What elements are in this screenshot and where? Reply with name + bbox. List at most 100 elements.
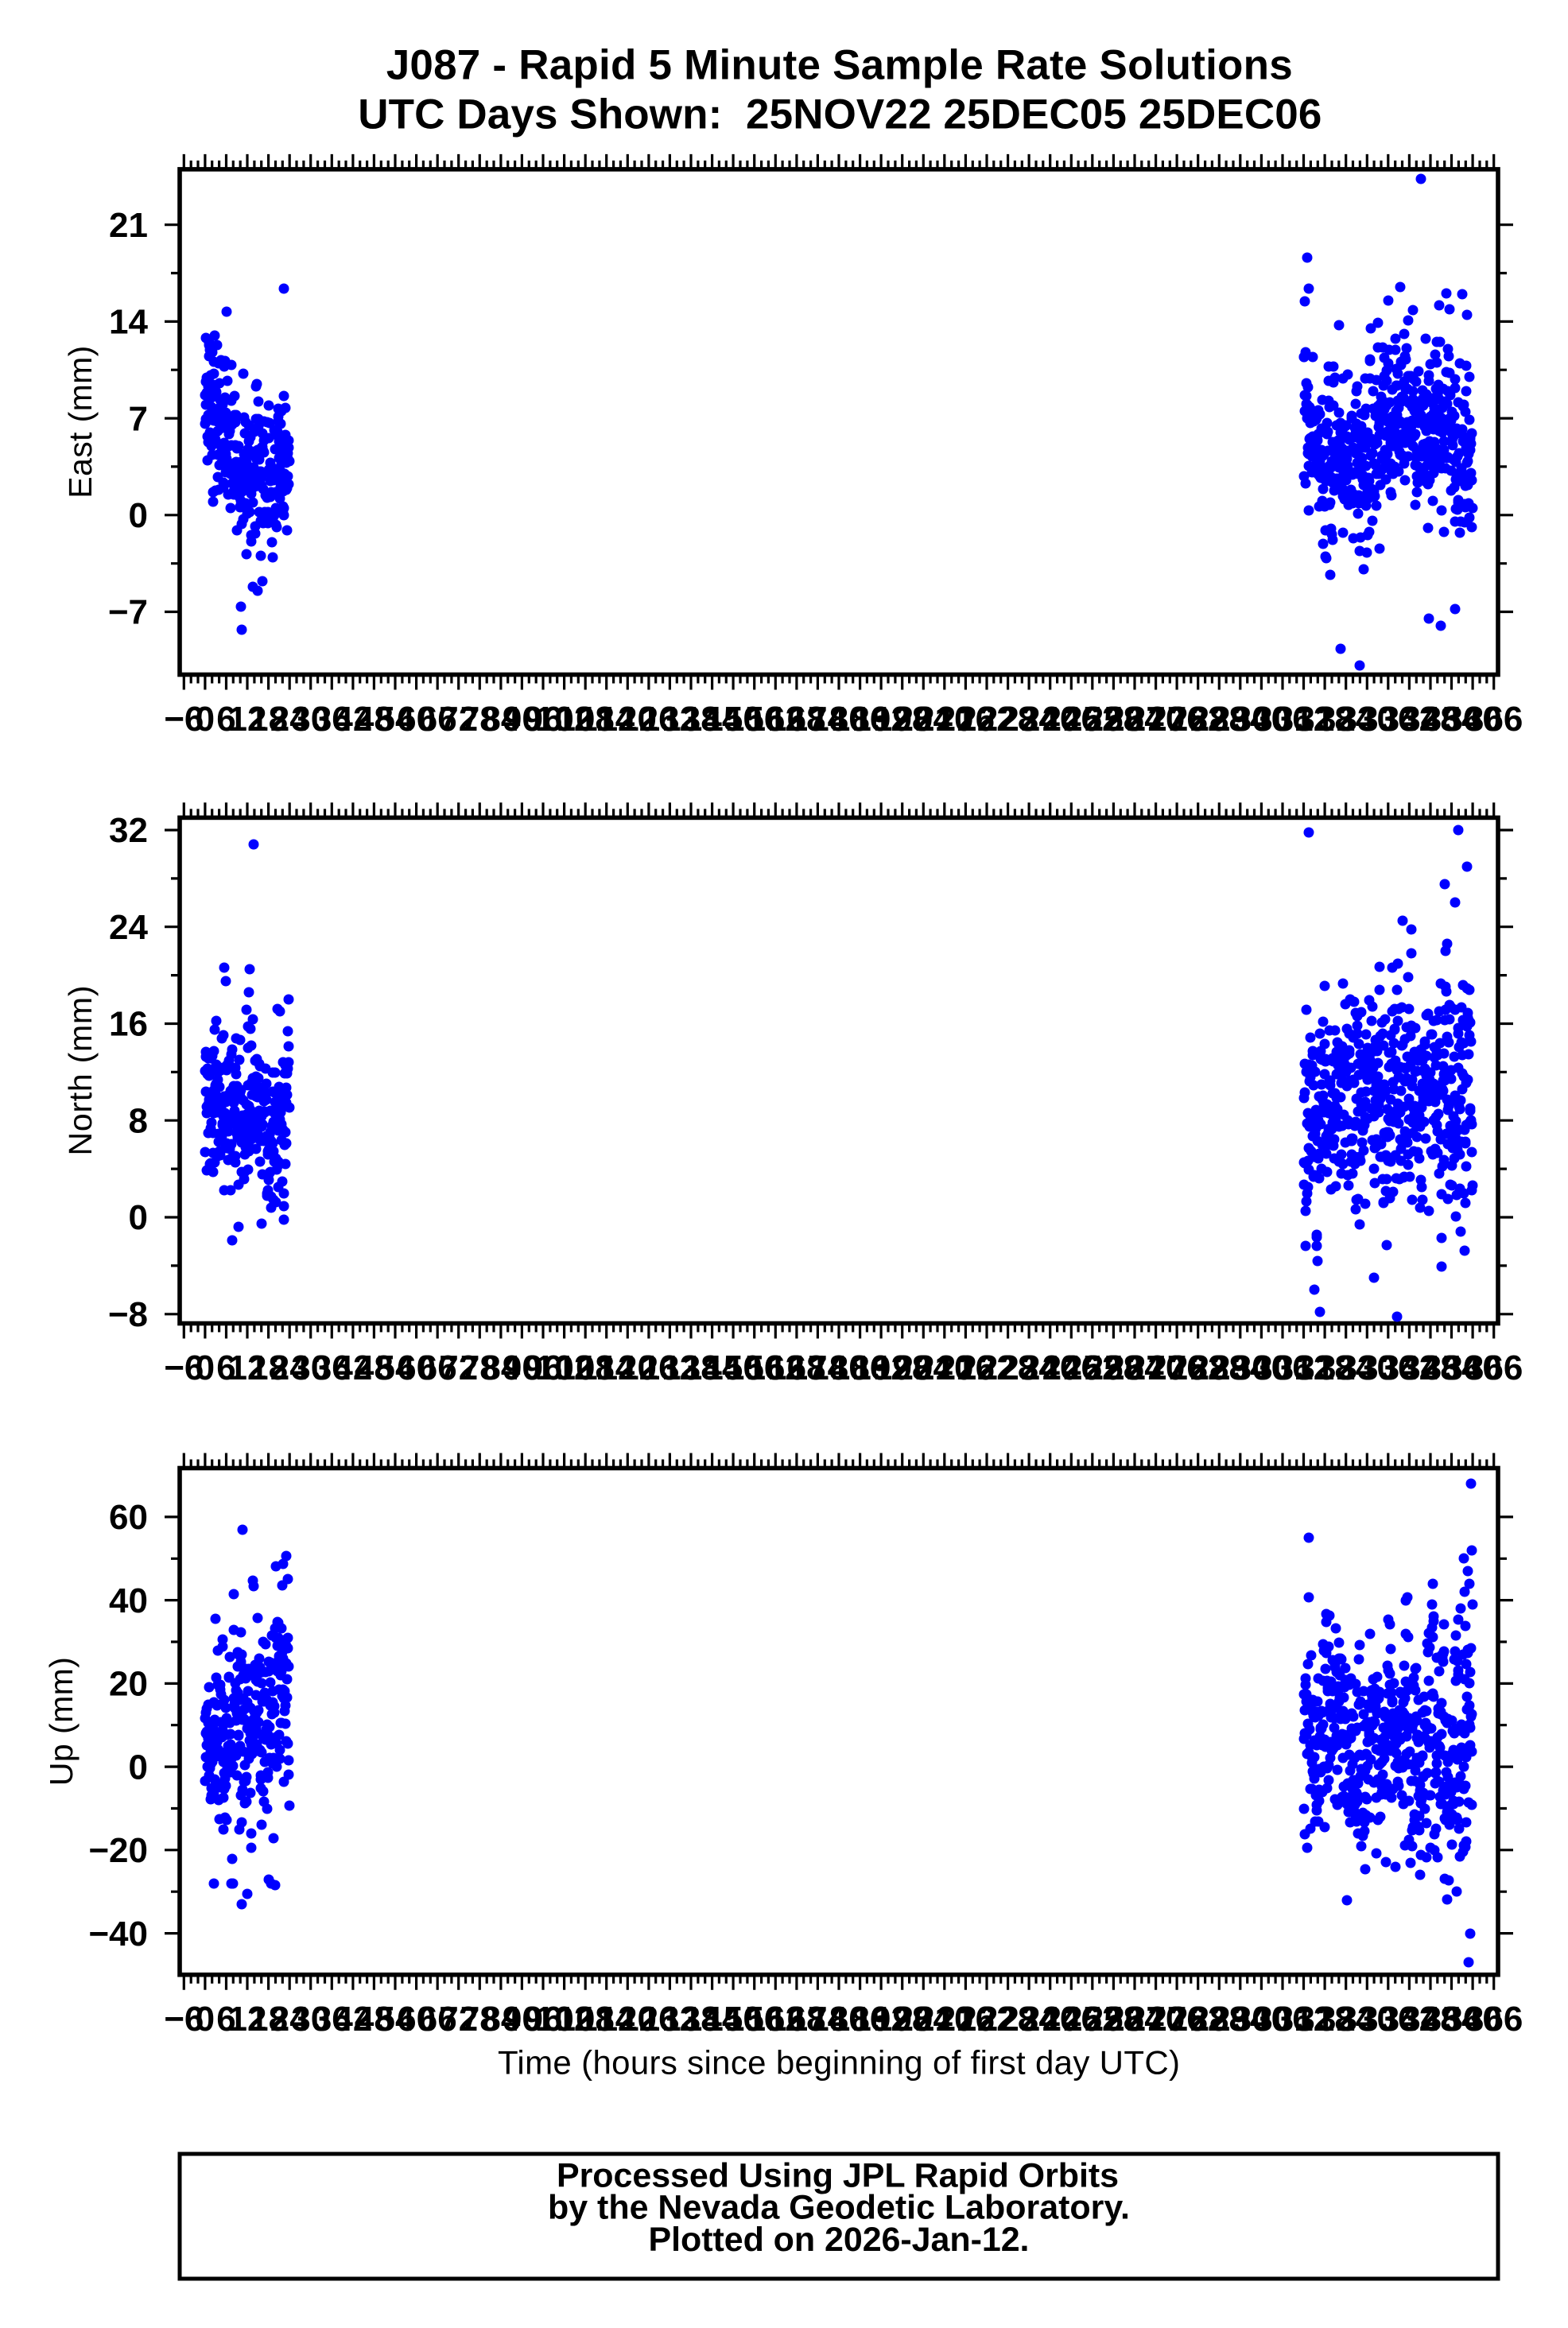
svg-text:20: 20	[109, 1665, 148, 1704]
svg-text:300: 300	[1232, 2000, 1290, 2039]
svg-text:6: 6	[216, 700, 235, 739]
svg-text:258: 258	[1085, 2000, 1143, 2039]
svg-text:Time (hours since beginning of: Time (hours since beginning of first day…	[498, 2044, 1180, 2082]
svg-text:150: 150	[704, 1348, 762, 1387]
svg-text:0: 0	[129, 1198, 148, 1237]
svg-text:360: 360	[1443, 1348, 1501, 1387]
svg-text:90: 90	[503, 1348, 541, 1387]
svg-text:0: 0	[129, 496, 148, 535]
svg-text:216: 216	[937, 1348, 995, 1387]
svg-text:216: 216	[937, 700, 995, 739]
svg-text:270: 270	[1127, 2000, 1185, 2039]
svg-text:246: 246	[1042, 1348, 1100, 1387]
svg-text:48: 48	[355, 700, 394, 739]
svg-text:270: 270	[1127, 1348, 1185, 1387]
svg-text:66: 66	[418, 2000, 457, 2039]
svg-text:54: 54	[376, 1348, 415, 1387]
svg-text:72: 72	[439, 700, 478, 739]
svg-text:6: 6	[216, 2000, 235, 2039]
svg-text:246: 246	[1042, 2000, 1100, 2039]
svg-text:7: 7	[129, 399, 148, 438]
svg-text:48: 48	[355, 1348, 394, 1387]
svg-text:120: 120	[599, 1348, 657, 1387]
svg-text:66: 66	[418, 700, 457, 739]
svg-text:12: 12	[228, 700, 267, 739]
svg-text:354: 354	[1422, 700, 1481, 739]
svg-text:North (mm): North (mm)	[62, 986, 99, 1156]
svg-text:258: 258	[1085, 700, 1143, 739]
svg-text:216: 216	[937, 2000, 995, 2039]
svg-text:by the Nevada Geodetic Laborat: by the Nevada Geodetic Laboratory.	[548, 2189, 1130, 2227]
svg-text:174: 174	[789, 1348, 848, 1387]
svg-text:Processed Using JPL Rapid Orbi: Processed Using JPL Rapid Orbits	[557, 2157, 1119, 2195]
svg-text:120: 120	[599, 700, 657, 739]
svg-text:−6: −6	[164, 700, 204, 739]
svg-text:252: 252	[1063, 700, 1121, 739]
svg-text:348: 348	[1401, 2000, 1459, 2039]
svg-text:342: 342	[1380, 700, 1438, 739]
svg-text:186: 186	[831, 2000, 889, 2039]
svg-text:366: 366	[1465, 700, 1523, 739]
svg-text:60: 60	[397, 1348, 436, 1387]
svg-text:120: 120	[599, 2000, 657, 2039]
svg-text:8: 8	[129, 1101, 148, 1140]
svg-text:0: 0	[129, 1748, 148, 1787]
svg-text:192: 192	[852, 700, 910, 739]
svg-text:East (mm): East (mm)	[62, 346, 99, 499]
svg-text:174: 174	[789, 700, 848, 739]
svg-text:30: 30	[291, 2000, 330, 2039]
svg-text:144: 144	[683, 2000, 742, 2039]
svg-text:366: 366	[1465, 2000, 1523, 2039]
svg-text:42: 42	[333, 700, 372, 739]
svg-text:32: 32	[109, 811, 148, 850]
svg-text:144: 144	[683, 700, 742, 739]
svg-text:40: 40	[109, 1581, 148, 1620]
svg-text:102: 102	[535, 700, 593, 739]
svg-text:30: 30	[291, 700, 330, 739]
svg-text:354: 354	[1422, 2000, 1481, 2039]
svg-text:366: 366	[1465, 1348, 1523, 1387]
svg-text:282: 282	[1169, 2000, 1227, 2039]
svg-text:336: 336	[1359, 2000, 1417, 2039]
svg-text:36: 36	[312, 1348, 351, 1387]
svg-text:186: 186	[831, 700, 889, 739]
svg-text:234: 234	[999, 2000, 1058, 2039]
svg-text:18: 18	[249, 700, 288, 739]
svg-text:294: 294	[1211, 700, 1270, 739]
svg-text:18: 18	[249, 2000, 288, 2039]
svg-text:96: 96	[524, 1348, 563, 1387]
svg-text:222: 222	[957, 2000, 1015, 2039]
svg-text:348: 348	[1401, 1348, 1459, 1387]
svg-text:90: 90	[503, 700, 541, 739]
svg-text:240: 240	[1021, 1348, 1079, 1387]
svg-text:108: 108	[556, 700, 614, 739]
svg-text:336: 336	[1359, 700, 1417, 739]
svg-text:186: 186	[831, 1348, 889, 1387]
svg-text:246: 246	[1042, 700, 1100, 739]
svg-text:18: 18	[249, 1348, 288, 1387]
svg-text:306: 306	[1253, 2000, 1311, 2039]
svg-text:198: 198	[873, 1348, 931, 1387]
svg-text:300: 300	[1232, 1348, 1290, 1387]
svg-text:342: 342	[1380, 2000, 1438, 2039]
svg-text:114: 114	[578, 700, 635, 739]
svg-text:312: 312	[1275, 700, 1333, 739]
svg-text:228: 228	[979, 700, 1037, 739]
svg-text:204: 204	[895, 2000, 953, 2039]
svg-text:150: 150	[704, 700, 762, 739]
svg-text:174: 174	[789, 2000, 848, 2039]
svg-text:66: 66	[418, 1348, 457, 1387]
svg-text:264: 264	[1105, 1348, 1164, 1387]
svg-text:12: 12	[228, 1348, 267, 1387]
svg-text:342: 342	[1380, 1348, 1438, 1387]
svg-text:198: 198	[873, 700, 931, 739]
svg-text:144: 144	[683, 1348, 742, 1387]
svg-text:234: 234	[999, 700, 1058, 739]
svg-text:138: 138	[662, 1348, 720, 1387]
svg-text:192: 192	[852, 1348, 910, 1387]
svg-text:138: 138	[662, 700, 720, 739]
svg-text:210: 210	[915, 2000, 973, 2039]
svg-text:288: 288	[1190, 700, 1248, 739]
svg-text:294: 294	[1211, 2000, 1270, 2039]
svg-text:42: 42	[333, 2000, 372, 2039]
